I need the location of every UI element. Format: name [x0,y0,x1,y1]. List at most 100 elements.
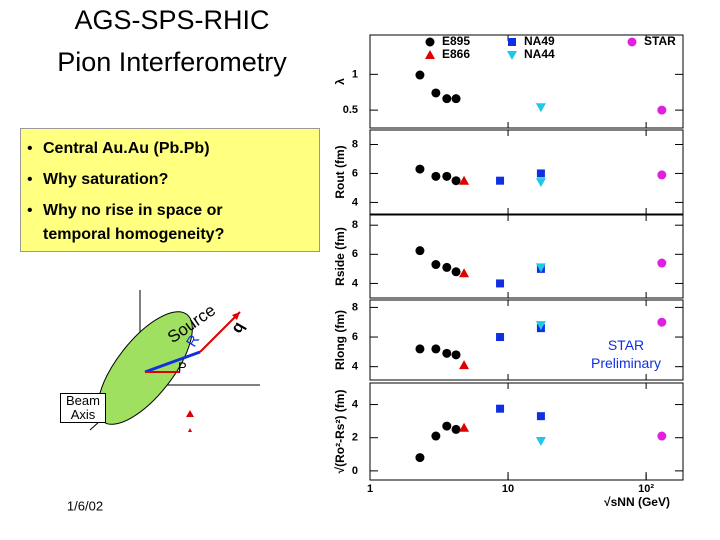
marker [415,246,425,256]
title-line: AGS-SPS-RHIC [74,5,269,35]
annotation: STAR Preliminary [590,337,661,371]
x-tick-label: 1 [367,483,373,495]
marker [431,171,441,181]
date: 1/6/02 [67,498,103,513]
marker [451,267,461,277]
bullet: Why no rise in space or temporal homogen… [27,199,285,247]
legend-marker [627,37,637,47]
marker [657,105,667,115]
y-tick-label: 4 [352,196,359,208]
y-tick-label: 4 [352,398,359,410]
marker [535,263,546,273]
legend-marker [507,51,517,60]
r-vector [144,350,201,374]
panel-frame [369,34,684,129]
panel-frame [369,129,684,215]
y-tick-label: 0.5 [343,104,358,116]
marker [535,321,546,331]
title-line: Pion Interferometry [57,47,287,77]
marker [657,317,667,327]
marker [535,178,546,188]
marker [451,350,461,360]
q-vector [199,311,241,353]
marker [657,170,667,180]
panel-frame [369,214,684,299]
marker [451,424,461,434]
marker [496,404,505,413]
y-tick-label: 4 [352,361,359,373]
marker [442,421,452,431]
y-tick-label: 8 [352,301,358,313]
y-axis-label: λ [333,78,347,85]
panel-frame [369,299,684,381]
marker [415,164,425,174]
beam-axis-label: Beam Axis [60,393,106,423]
bullet-text: Central Au.Au (Pb.Pb) [43,140,210,157]
y-axis-label: Rout (fm) [333,145,347,198]
diagram-label: q [228,319,248,336]
marker [431,88,441,98]
marker [459,175,470,185]
marker [459,360,470,370]
marker [451,176,461,186]
marker [442,348,452,358]
y-tick-label: 2 [352,432,358,444]
legend-label: NA49 [524,34,555,48]
marker [415,453,425,463]
y-axis-label: √(Ro²-Rs²) (fm) [333,390,347,474]
marker [431,431,441,441]
marker [657,258,667,268]
bullet: Central Au.Au (Pb.Pb) [27,137,285,161]
marker [536,412,545,421]
marker [431,260,441,270]
panel-frame [369,382,684,481]
marker [535,437,546,447]
y-tick-label: 0 [352,465,358,477]
bullet-box: Central Au.Au (Pb.Pb) Why saturation? Wh… [20,128,320,252]
y-tick-label: 8 [352,219,358,231]
y-tick-label: 6 [352,331,358,343]
y-axis-label: Rside (fm) [333,227,347,286]
x-axis-label: √sNN (GeV) [604,495,670,509]
marker [535,103,546,113]
bullet-text: Why no rise in space or temporal homogen… [43,202,225,243]
y-tick-label: 1 [352,68,358,80]
legend-marker [425,50,435,59]
marker [459,268,470,278]
marker [415,344,425,354]
marker [415,70,425,80]
marker [536,169,545,178]
marker [496,279,505,288]
y-tick-label: 6 [352,167,358,179]
legend-label: NA44 [524,47,555,61]
marker [657,431,667,441]
marker [496,333,505,342]
marker [451,94,461,104]
arrow-head [232,312,240,320]
decor [186,410,194,417]
y-tick-label: 4 [352,277,359,289]
legend-marker [425,37,435,47]
diagram: Source q R P [89,290,260,432]
legend-marker [508,38,516,46]
legend-label: E866 [442,47,470,61]
marker [459,422,470,432]
bullet-text: Why saturation? [43,171,169,188]
marker [496,176,505,185]
legend-label: STAR [644,34,676,48]
decor [188,428,192,432]
marker [442,94,452,104]
y-tick-label: 6 [352,248,358,260]
x-tick-label: 10 [502,483,514,495]
marker [442,262,452,272]
x-tick-label: 10² [638,483,654,495]
y-axis-label: Rlong (fm) [333,310,347,370]
bullet: Why saturation? [27,168,285,192]
y-tick-label: 8 [352,138,358,150]
diagram-label: P [178,359,187,374]
marker [431,344,441,354]
marker [442,171,452,181]
legend-label: E895 [442,34,470,48]
